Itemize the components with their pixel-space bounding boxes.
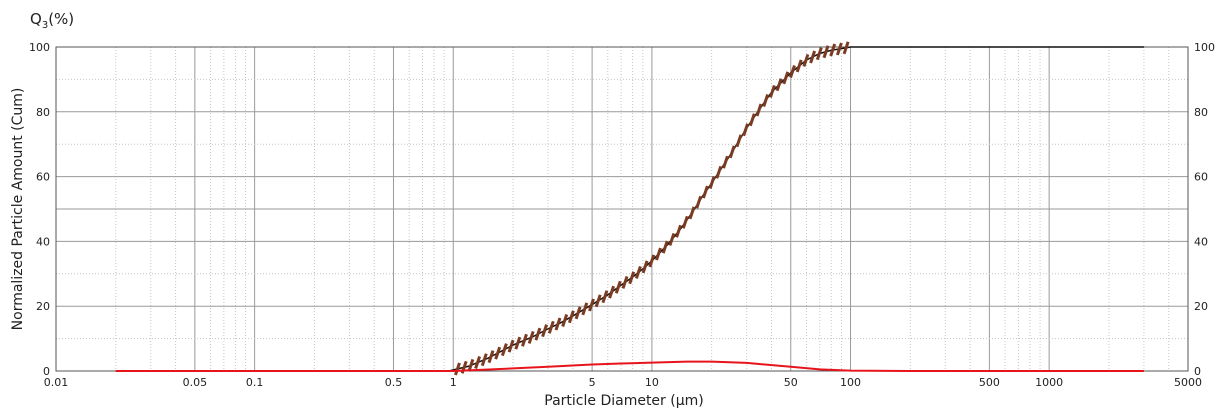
cumulative-marker [829,43,837,57]
y-tick-label-left: 60 [36,171,50,184]
y-tick-label-right: 40 [1194,235,1208,248]
y-tick-label-left: 80 [36,106,50,119]
cumulative-marker [487,350,495,364]
cumulative-marker [588,298,595,312]
cumulative-marker [527,330,535,344]
cumulative-marker [675,224,683,238]
cumulative-marker [735,134,743,148]
cumulative-marker [728,145,736,159]
cumulative-marker [775,78,783,92]
cumulative-marker [762,94,770,107]
unit-label: Q3(%) [30,10,74,31]
cumulative-marker [567,310,575,324]
y-tick-label-right: 60 [1194,171,1208,184]
cumulative-marker [614,280,622,294]
x-axis-title: Particle Diameter (µm) [544,393,703,409]
frequency-line [115,360,1144,372]
cumulative-marker [561,314,569,327]
cumulative-marker [521,333,528,347]
cumulative-marker [768,84,776,98]
cumulative-marker [688,206,696,220]
y-tick-label-right: 20 [1194,300,1208,313]
cumulative-marker [789,64,796,78]
cumulative-marker [715,165,723,179]
cumulative-marker [822,45,830,59]
cumulative-marker [594,294,602,308]
y-tick-label-right: 0 [1194,365,1201,378]
x-tick-label: 1 [450,376,457,389]
cumulative-marker [628,271,636,285]
cumulative-marker [655,247,662,261]
cumulative-marker [547,320,555,334]
cumulative-marker [742,123,750,137]
x-tick-label: 0.5 [385,376,403,389]
grid [56,47,1188,371]
y-tick-label-left: 100 [29,41,50,54]
y-tick-label-left: 20 [36,300,50,313]
cumulative-marker [782,71,790,85]
x-tick-label: 10 [645,376,659,389]
plot-frame [55,46,1189,372]
cumulative-marker [835,42,843,56]
cumulative-marker [601,290,609,304]
cumulative-marker [842,41,850,55]
y-tick-label-left: 0 [43,365,50,378]
cumulative-marker [641,260,649,274]
y-tick-label-right: 100 [1194,41,1215,54]
y-axis-title: Normalized Particle Amount (Cum) [10,88,26,331]
cumulative-marker [500,343,508,357]
cumulative-marker [480,353,488,367]
cumulative-marker [454,362,461,376]
cumulative-marker [668,232,676,246]
cumulative-marker [701,185,709,199]
y-tick-label-right: 80 [1194,106,1208,119]
x-tick-label: 0.05 [183,376,208,389]
x-tick-label: 500 [979,376,1000,389]
cumulative-marker [809,50,817,64]
cumulative-marker [681,215,689,229]
cumulative-marker [815,47,823,61]
cumulative-marker [581,302,589,316]
cumulative-marker [541,324,549,338]
y-tick-label-left: 40 [36,235,50,248]
x-tick-label: 5 [589,376,596,389]
cumulative-marker [514,336,522,350]
x-tick-label: 100 [840,376,861,389]
cumulative-marker [795,59,803,73]
x-tick-label: 0.01 [44,376,69,389]
cumulative-marker [802,53,810,67]
cumulative-marker [621,275,629,289]
cumulative-marker [608,285,616,299]
cumulative-marker [708,175,716,189]
x-tick-label: 5000 [1174,376,1202,389]
x-tick-label: 1000 [1035,376,1063,389]
cumulative-marker [507,339,515,353]
x-tick-label: 0.1 [246,376,264,389]
cumulative-marker [722,155,729,169]
series-layer [115,41,1144,376]
cumulative-marker [748,113,756,127]
cumulative-marker [574,306,582,320]
cumulative-marker [494,346,502,360]
cumulative-marker [695,195,703,209]
cumulative-marker [634,265,642,279]
cumulative-marker [755,103,763,117]
cumulative-marker [554,317,562,331]
cumulative-marker [474,356,482,370]
cumulative-marker [648,254,656,268]
cumulative-marker [534,327,542,341]
cumulative-marker [661,240,669,254]
x-tick-label: 50 [784,376,798,389]
